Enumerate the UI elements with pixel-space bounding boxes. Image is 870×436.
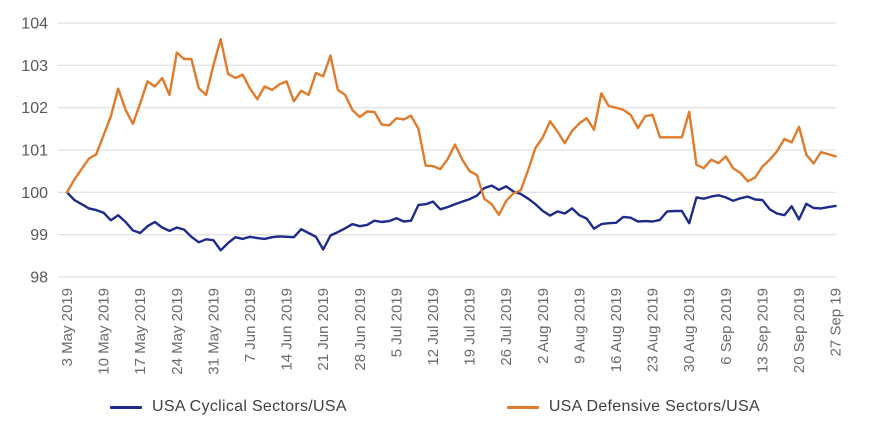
y-tick-label-104: 104 bbox=[21, 16, 48, 33]
x-tick-label: 10 May 2019 bbox=[96, 288, 113, 375]
x-tick-label: 6 Sep 2019 bbox=[718, 288, 735, 365]
legend-label-cyclical: USA Cyclical Sectors/USA bbox=[152, 398, 347, 415]
y-tick-label-103: 103 bbox=[21, 58, 48, 75]
cyclical-series-line bbox=[65, 184, 837, 252]
cyclical-line-swatch bbox=[110, 405, 143, 409]
legend-item-cyclical: USA Cyclical Sectors/USA bbox=[110, 398, 347, 416]
x-tick-label: 16 Aug 2019 bbox=[608, 288, 625, 372]
x-tick-label: 31 May 2019 bbox=[205, 288, 222, 375]
x-tick-label: 3 May 2019 bbox=[59, 288, 76, 366]
x-tick-label: 23 Aug 2019 bbox=[645, 288, 662, 372]
legend-label-defensive: USA Defensive Sectors/USA bbox=[548, 398, 760, 415]
x-tick-label: 5 Jul 2019 bbox=[388, 288, 405, 357]
y-tick-label-100: 100 bbox=[21, 185, 48, 202]
defensive-line-swatch bbox=[506, 405, 539, 409]
y-tick-label-102: 102 bbox=[21, 100, 48, 117]
x-axis-labels: 3 May 2019 10 May 2019 17 May 2019 24 May 2… bbox=[59, 288, 845, 375]
y-axis-labels: 98 99 100 101 102 103 104 bbox=[21, 16, 48, 287]
legend-item-defensive: USA Defensive Sectors/USA bbox=[506, 398, 760, 416]
x-tick-label: 13 Sep 2019 bbox=[754, 288, 771, 373]
x-tick-label: 24 May 2019 bbox=[169, 288, 186, 375]
x-tick-label: 7 Jun 2019 bbox=[242, 288, 259, 362]
x-tick-label: 14 Jun 2019 bbox=[279, 288, 296, 371]
x-tick-label: 20 Sep 2019 bbox=[791, 288, 808, 373]
y-tick-label-101: 101 bbox=[21, 143, 48, 160]
x-tick-label: 27 Sep 19 bbox=[828, 288, 845, 356]
x-tick-label: 28 Jun 2019 bbox=[352, 288, 369, 371]
x-tick-label: 9 Aug 2019 bbox=[571, 288, 588, 364]
y-tick-label-98: 98 bbox=[30, 270, 48, 287]
x-tick-label: 26 Jul 2019 bbox=[498, 288, 515, 366]
x-tick-label: 12 Jul 2019 bbox=[425, 288, 442, 366]
series-lines bbox=[65, 37, 837, 252]
x-tick-label: 19 Jul 2019 bbox=[462, 288, 479, 366]
chart-legend: USA Cyclical Sectors/USA USA Defensive S… bbox=[0, 398, 870, 416]
y-tick-label-99: 99 bbox=[30, 227, 48, 244]
x-tick-label: 30 Aug 2019 bbox=[681, 288, 698, 372]
x-tick-label: 17 May 2019 bbox=[132, 288, 149, 375]
x-tick-label: 21 Jun 2019 bbox=[315, 288, 332, 371]
x-tick-label: 2 Aug 2019 bbox=[535, 288, 552, 364]
defensive-series-line bbox=[65, 37, 837, 217]
